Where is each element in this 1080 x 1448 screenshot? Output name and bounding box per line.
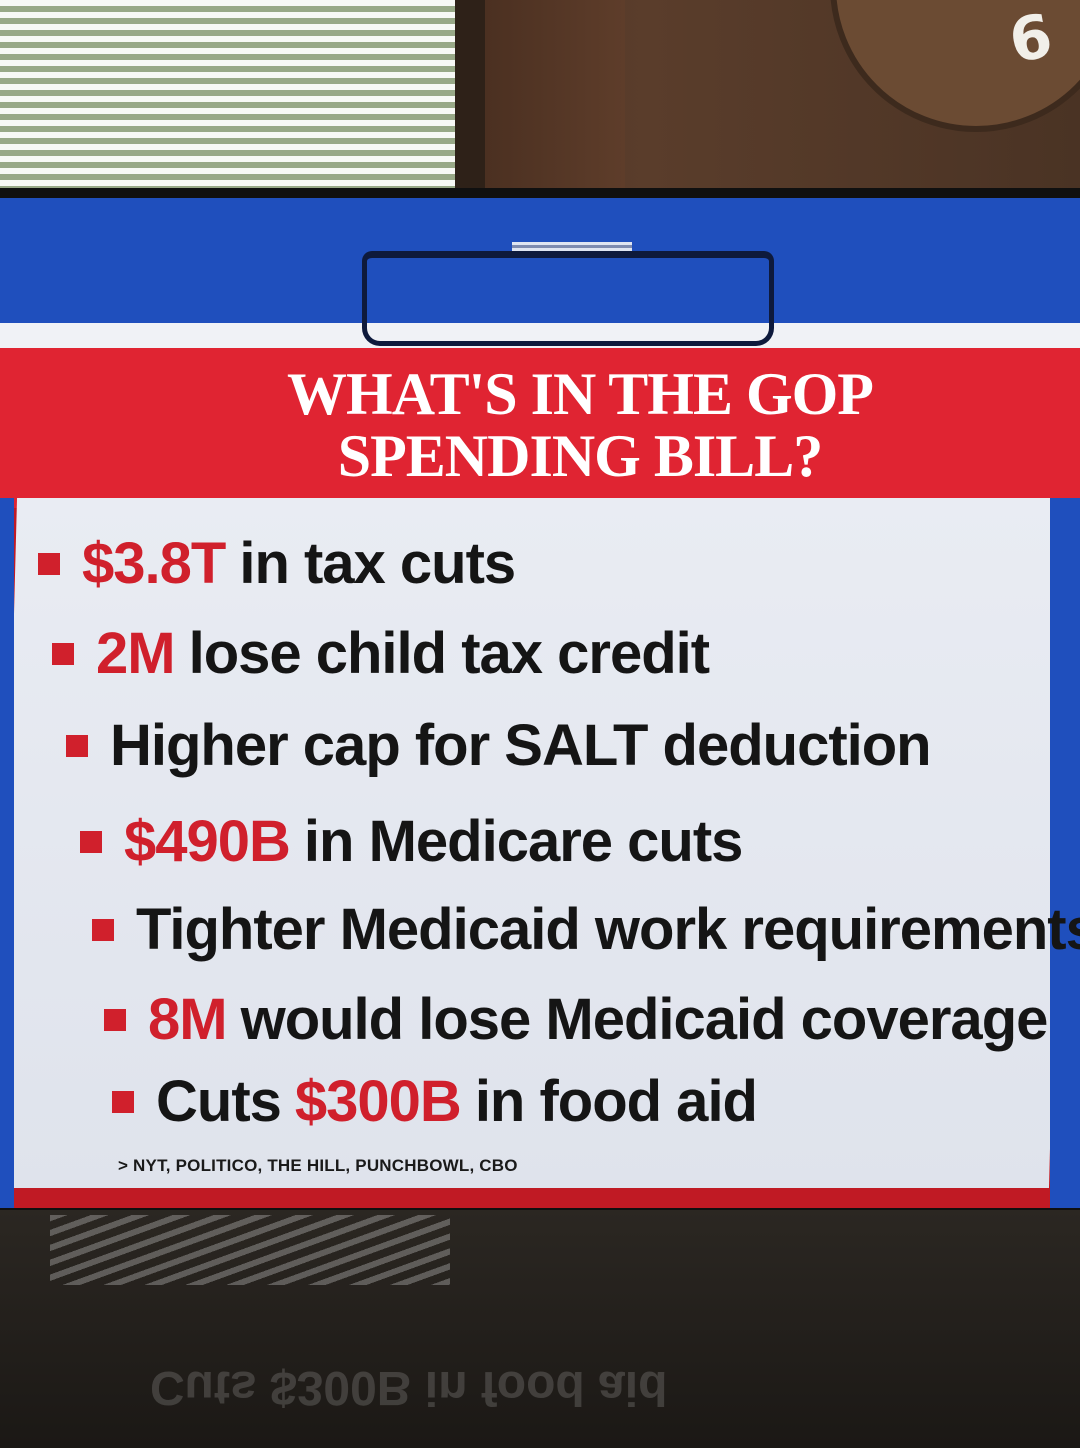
clipboard-icon [362, 251, 774, 346]
bullet-square-icon [112, 1090, 134, 1113]
window-frame [455, 0, 485, 195]
bullet-highlight: 2M [96, 621, 176, 686]
tv-stand [0, 1210, 1080, 1448]
bullet-square-icon [52, 642, 74, 665]
bullet-text: lose child tax credit [188, 621, 711, 686]
bullet-text: would lose Medicaid coverage [240, 987, 1049, 1052]
window-blinds [0, 0, 470, 192]
bullet-square-icon [92, 918, 114, 941]
source-credits: > NYT, POLITICO, THE HILL, PUNCHBOWL, CB… [118, 1156, 518, 1175]
bullet-item: Cuts $300B in food aid [112, 1068, 758, 1135]
red-title-band [0, 348, 1080, 508]
blinds-reflection [50, 1215, 450, 1285]
bullet-square-icon [104, 1008, 126, 1031]
screen-reflection: Cuts $300B in food aid [150, 1361, 668, 1414]
bullet-text: in tax cuts [239, 531, 516, 596]
bullet-highlight: $3.8T [82, 531, 226, 596]
bullet-item: $490B in Medicare cuts [80, 808, 743, 875]
bullet-square-icon [66, 734, 88, 757]
bullet-highlight: $490B [124, 809, 291, 874]
tv-screen-graphic: WHAT'S IN THE GOP SPENDING BILL? $3.8T i… [0, 198, 1080, 1208]
bullet-item: Tighter Medicaid work requirements [92, 896, 1080, 963]
graphic-title: WHAT'S IN THE GOP SPENDING BILL? [0, 363, 1080, 487]
bullet-text: in Medicare cuts [303, 809, 743, 874]
bullet-prefix: Cuts [156, 1069, 282, 1134]
blue-band [0, 198, 1080, 323]
panel-left-edge [0, 498, 14, 1208]
bullet-item: Higher cap for SALT deduction [66, 712, 932, 779]
bullet-text: in food aid [474, 1069, 758, 1134]
bullet-highlight: 8M [148, 987, 228, 1052]
bullet-item: $3.8T in tax cuts [38, 530, 516, 597]
bullet-item: 8M would lose Medicaid coverage [104, 986, 1049, 1053]
bullet-square-icon [38, 552, 60, 575]
bullet-square-icon [80, 830, 102, 853]
bullet-item: 2M lose child tax credit [52, 620, 711, 687]
bullet-text: Higher cap for SALT deduction [110, 713, 932, 778]
wooden-door [485, 0, 625, 195]
title-line-2: SPENDING BILL? [337, 423, 823, 489]
title-line-1: WHAT'S IN THE GOP [287, 361, 874, 427]
bullet-text: Tighter Medicaid work requirements [136, 897, 1080, 962]
panel-right-edge [1050, 498, 1080, 1208]
bullet-highlight: $300B [294, 1069, 462, 1134]
